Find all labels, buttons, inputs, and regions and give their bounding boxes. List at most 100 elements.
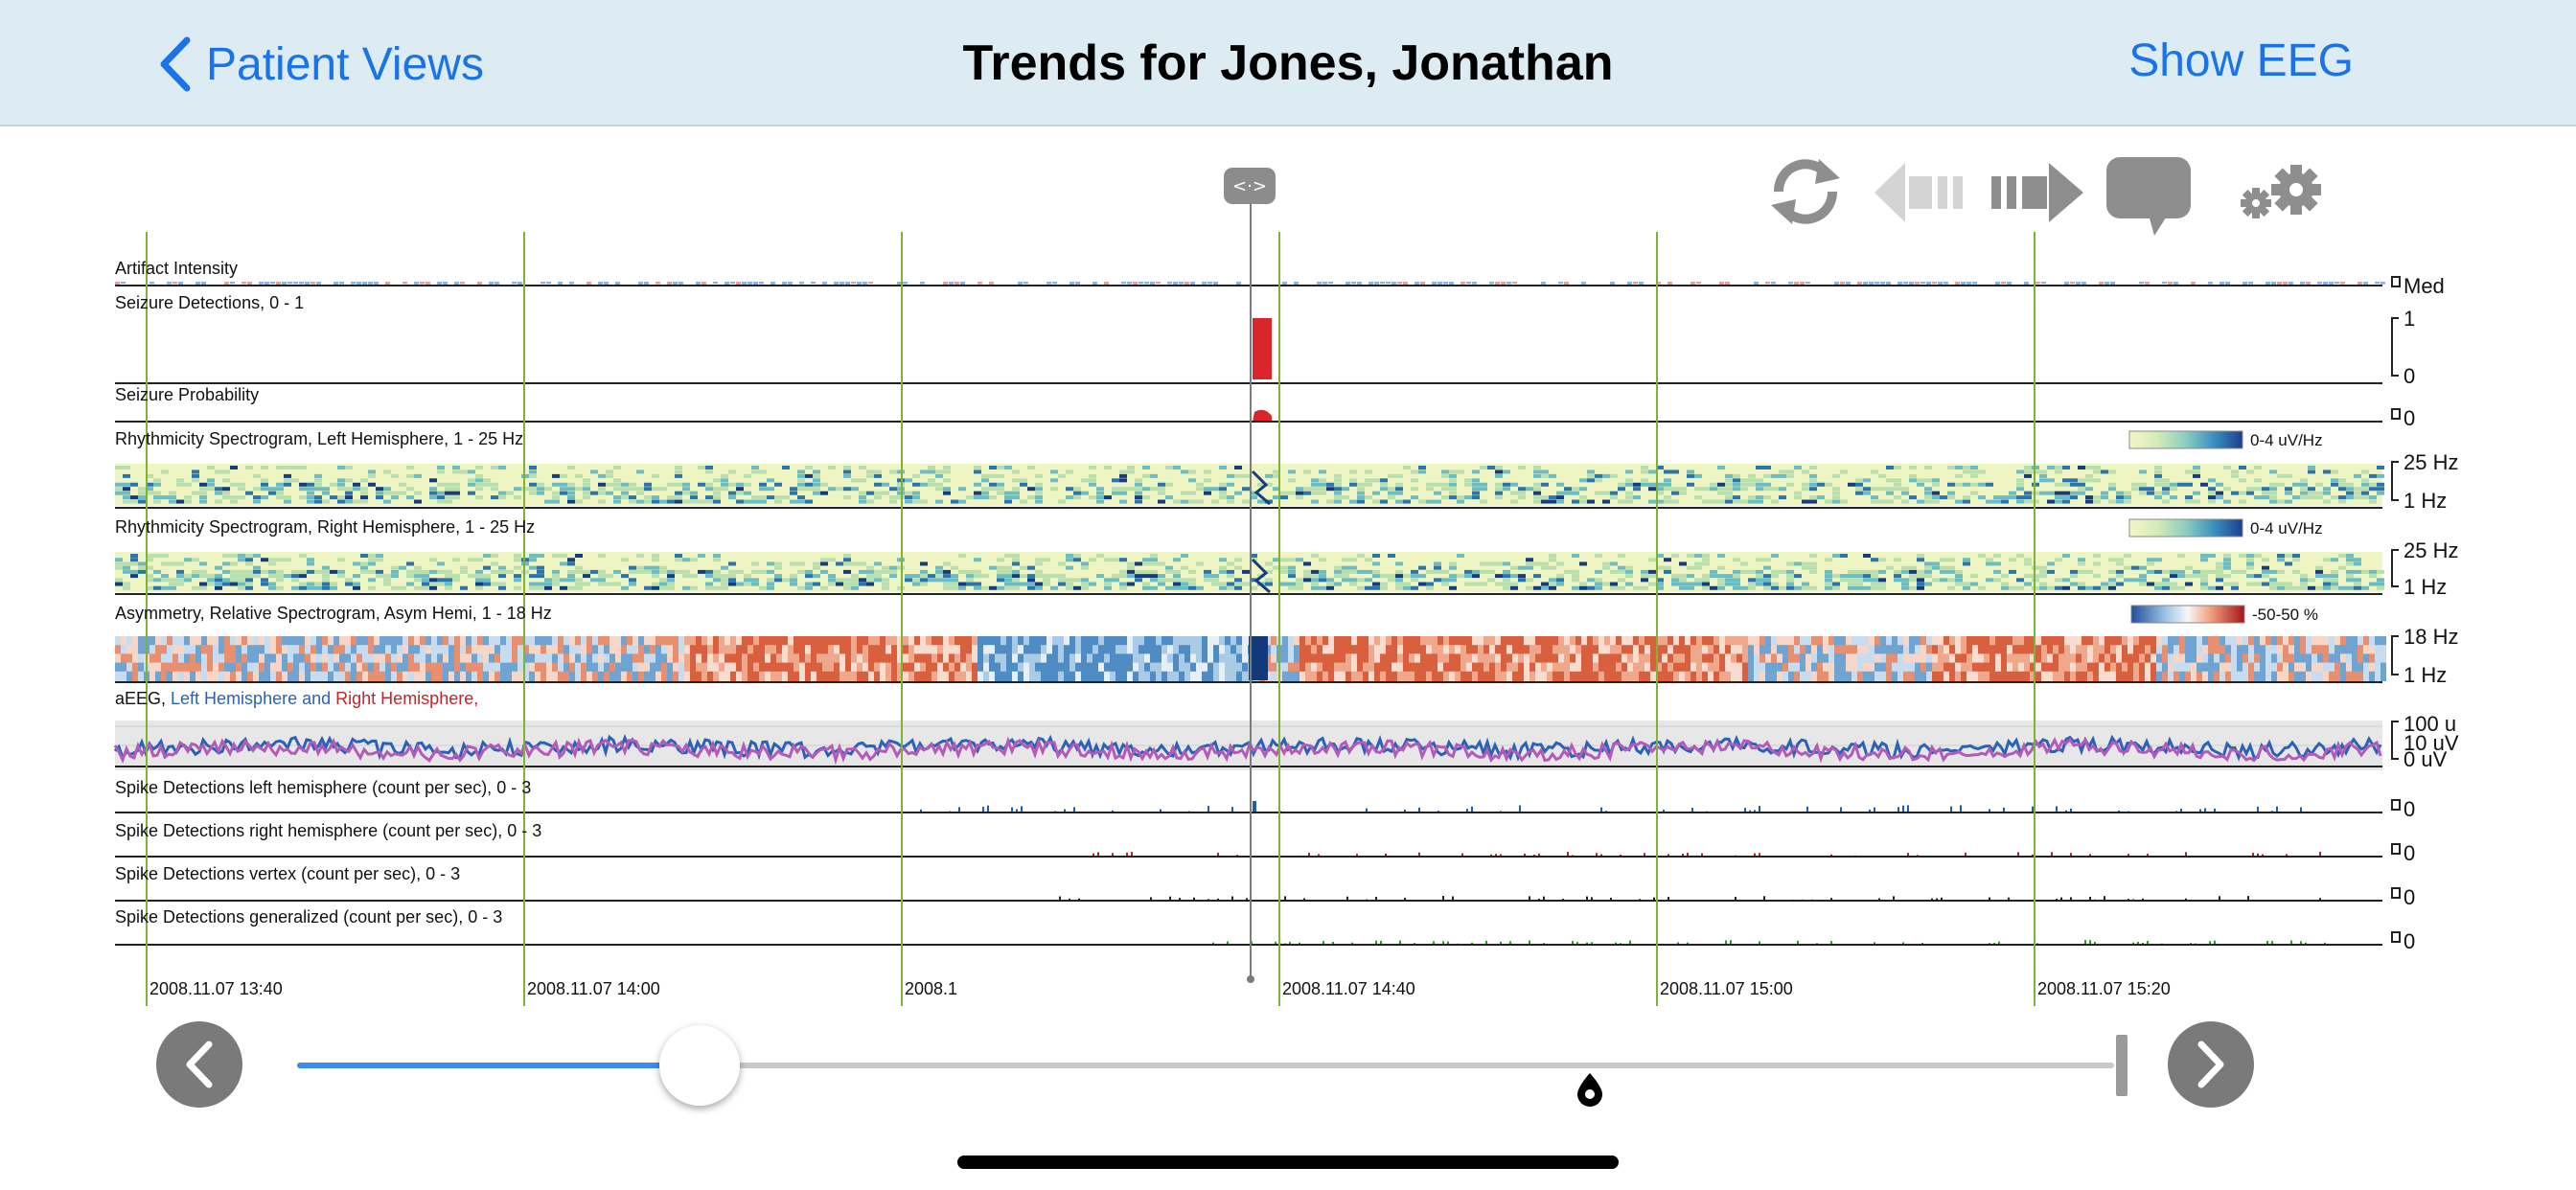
spectrogram-cell [230,574,238,579]
spike-mark [1231,896,1233,901]
spectrogram-cell [2047,561,2055,566]
spectrogram-cell [1311,482,1319,487]
asymmetry-cell [1403,645,1409,655]
artifact-mark [2024,282,2029,286]
asymmetry-cell [1530,645,1535,655]
settings-button[interactable] [2235,161,2331,224]
comment-button[interactable] [2104,155,2193,238]
spectrogram-cell [307,499,314,504]
asymmetry-cell [506,662,512,673]
timeline-track[interactable] [297,1063,2114,1068]
asymmetry-cell [1478,636,1484,647]
spectrogram-cell [974,582,981,586]
back-button[interactable]: Patient Views [158,31,484,98]
asymmetry-cell [719,636,724,647]
location-pin-icon[interactable] [1576,1071,1604,1108]
asymmetry-cell [995,671,1000,681]
asymmetry-cell [1363,653,1368,664]
spectrogram-cell [667,495,675,500]
asymmetry-cell [2133,653,2139,664]
spectrogram-cell [2346,578,2354,583]
show-eeg-button[interactable]: Show EEG [2128,35,2354,86]
spectrogram-cell [2361,469,2369,474]
asymmetry-cell [1512,645,1518,655]
spectrogram-cell [1518,495,1526,500]
asymmetry-cell [2352,662,2358,673]
cursor-drag-handle[interactable]: <·> [1224,168,1276,204]
asymmetry-cell [1294,636,1300,647]
spectrogram-cell [1288,569,1296,574]
spectrogram-cell [2246,487,2254,492]
asymmetry-cell [2225,662,2231,673]
spectrogram-cell [2147,561,2154,566]
spectrogram-cell [1748,482,1756,487]
next-button[interactable] [2168,1021,2254,1108]
asymmetry-cell [949,636,954,647]
spectrogram-cell [2346,574,2354,579]
spectrogram-cell [1901,582,1909,586]
spectrogram-cell [529,469,537,474]
artifact-mark [1610,282,1615,286]
spectrogram-cell [797,499,805,504]
spectrogram-cell [1656,487,1664,492]
spectrogram-cell [2078,558,2085,562]
asymmetry-cell [851,636,857,647]
artifact-mark [1874,282,1879,285]
asymmetry-cell [334,636,339,647]
asymmetry-cell [1857,671,1863,681]
step-forward-button[interactable] [1988,161,2085,224]
spectrogram-cell [2346,561,2354,566]
asymmetry-cell [264,653,270,664]
asymmetry-cell [448,645,454,655]
spectrogram-cell [2139,491,2147,495]
spectrogram-cell [966,578,974,583]
refresh-button[interactable] [1760,151,1852,232]
spectrogram-cell [153,499,161,504]
artifact-mark [1656,282,1661,285]
asymmetry-cell [2036,662,2041,673]
asymmetry-cell [851,653,857,664]
asymmetry-cell [1616,671,1622,681]
asymmetry-cell [155,671,161,681]
asymmetry-cell [2058,653,2064,664]
asymmetry-cell [339,645,345,655]
timeline-thumb[interactable] [658,1025,740,1106]
spectrogram-cell [598,491,606,495]
spectrogram-cell [981,495,989,500]
asymmetry-cell [1966,662,1972,673]
artifact-mark [1806,282,1810,285]
spectrogram-cell [1648,482,1656,487]
spectrogram-cell [276,466,284,469]
step-back-button[interactable] [1873,161,1970,224]
spectrogram-cell [1119,585,1127,590]
colorbar [2130,605,2245,624]
asymmetry-cell [730,645,736,655]
asymmetry-cell [506,671,512,681]
asymmetry-cell [1840,671,1846,681]
spectrogram-cell [1748,478,1756,483]
spectrogram-cell [1993,578,2001,583]
asymmetry-cell [2047,671,2053,681]
artifact-mark [598,282,603,286]
asymmetry-cell [1587,653,1593,664]
asymmetry-cell [1806,653,1811,664]
spectrogram-cell [2254,478,2262,483]
artifact-mark [1944,282,1948,285]
spike-mark [1600,854,1602,857]
spectrogram-cell [422,582,429,586]
spectrogram-cell [368,469,376,474]
asymmetry-cell [1501,645,1506,655]
spectrogram-cell [2285,473,2292,478]
artifact-mark [1633,282,1638,285]
spectrogram-cell [123,495,130,500]
spectrogram-cell [1970,473,1978,478]
spectrogram-cell [2354,558,2361,562]
spectrogram-cell [1717,482,1725,487]
asymmetry-cell [310,653,316,664]
spectrogram-cell [130,554,138,558]
spectrogram-cell [744,578,751,583]
asymmetry-cell [1898,662,1903,673]
previous-button[interactable] [156,1021,242,1108]
asymmetry-cell [414,645,420,655]
